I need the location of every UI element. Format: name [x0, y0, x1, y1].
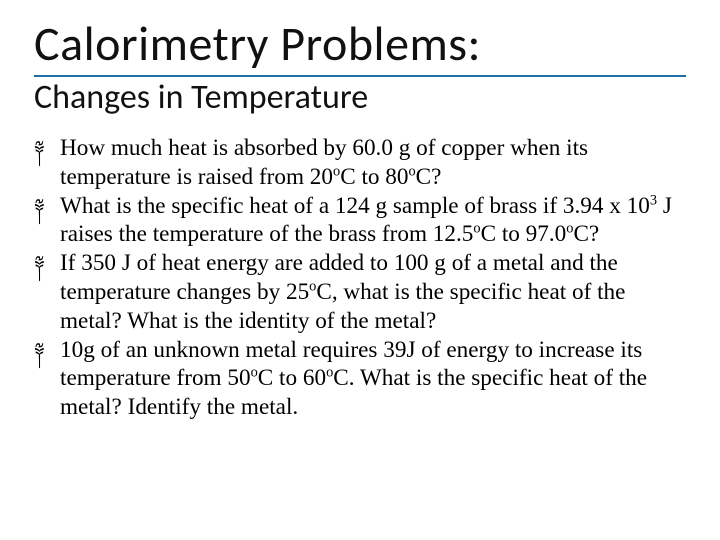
- slide-title: Calorimetry Problems:: [34, 18, 686, 71]
- slide-body: ༈How much heat is absorbed by 60.0 g of …: [34, 134, 686, 422]
- slide: Calorimetry Problems: Changes in Tempera…: [0, 0, 720, 540]
- list-item: ༈If 350 J of heat energy are added to 10…: [34, 249, 686, 335]
- bullet-icon: ༈: [34, 192, 60, 220]
- list-item: ༈10g of an unknown metal requires 39J of…: [34, 336, 686, 422]
- bullet-text: How much heat is absorbed by 60.0 g of c…: [60, 134, 686, 192]
- list-item: ༈What is the specific heat of a 124 g sa…: [34, 192, 686, 250]
- bullet-icon: ༈: [34, 249, 60, 277]
- bullet-icon: ༈: [34, 336, 60, 364]
- bullet-text: 10g of an unknown metal requires 39J of …: [60, 336, 686, 422]
- bullet-icon: ༈: [34, 134, 60, 162]
- slide-subtitle: Changes in Temperature: [34, 79, 686, 116]
- bullet-text: What is the specific heat of a 124 g sam…: [60, 192, 686, 250]
- bullet-text: If 350 J of heat energy are added to 100…: [60, 249, 686, 335]
- list-item: ༈How much heat is absorbed by 60.0 g of …: [34, 134, 686, 192]
